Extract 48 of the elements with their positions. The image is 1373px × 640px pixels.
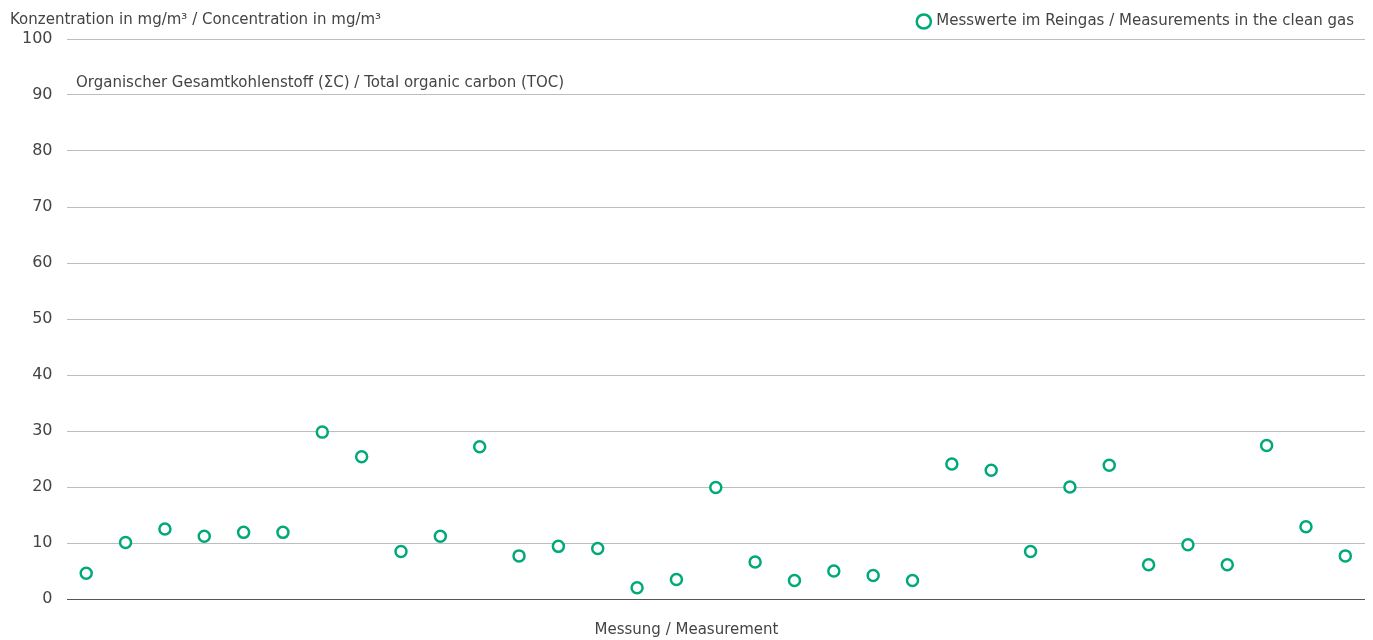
y-tick-label: 80	[32, 140, 53, 160]
point	[630, 581, 644, 595]
point	[1181, 537, 1195, 552]
point	[866, 568, 880, 583]
point	[1259, 438, 1274, 453]
y-tick-label: 60	[32, 252, 53, 272]
point	[709, 480, 723, 495]
point	[394, 544, 408, 559]
point	[1299, 520, 1313, 534]
point	[315, 425, 330, 439]
point	[118, 535, 133, 550]
point	[905, 573, 920, 588]
point	[276, 525, 290, 540]
point	[472, 439, 487, 454]
y-tick-label: 90	[32, 84, 53, 104]
y-tick-label: 50	[32, 308, 53, 328]
point	[945, 457, 959, 471]
point	[551, 539, 566, 554]
point	[787, 573, 802, 588]
y-tick-label: 70	[32, 196, 53, 216]
point	[1220, 558, 1235, 572]
y-tick-label: 20	[32, 476, 53, 496]
point	[669, 572, 684, 587]
legend-label: Messwerte im Reingas / Measurements in the clean gas	[936, 11, 1355, 30]
y-tick-label: 10	[32, 532, 53, 552]
y-tick-label: 40	[32, 364, 53, 384]
y-tick-label: 0	[42, 588, 53, 608]
point	[79, 566, 93, 580]
point	[827, 564, 841, 578]
point	[158, 522, 172, 536]
point	[197, 529, 212, 544]
y-tick-label: 100	[21, 28, 53, 48]
y-axis-title: Konzentration in mg/m³ / Concentration in mg/m³	[10, 10, 382, 28]
point	[236, 525, 251, 540]
point	[1063, 480, 1077, 494]
y-tick-label: 30	[32, 420, 53, 440]
point	[1102, 458, 1116, 472]
point	[433, 529, 448, 544]
point	[354, 450, 369, 464]
point	[1338, 549, 1353, 563]
point	[984, 463, 998, 477]
point	[590, 541, 605, 556]
text: Organischer Gesamtkohlenstoff (ΣC) / Total organic carbon (TOC)	[76, 73, 565, 91]
point	[1141, 558, 1156, 572]
point	[512, 549, 526, 563]
point	[748, 555, 762, 569]
x-axis-title: Messung / Measurement	[593, 620, 780, 638]
point	[1023, 544, 1038, 559]
